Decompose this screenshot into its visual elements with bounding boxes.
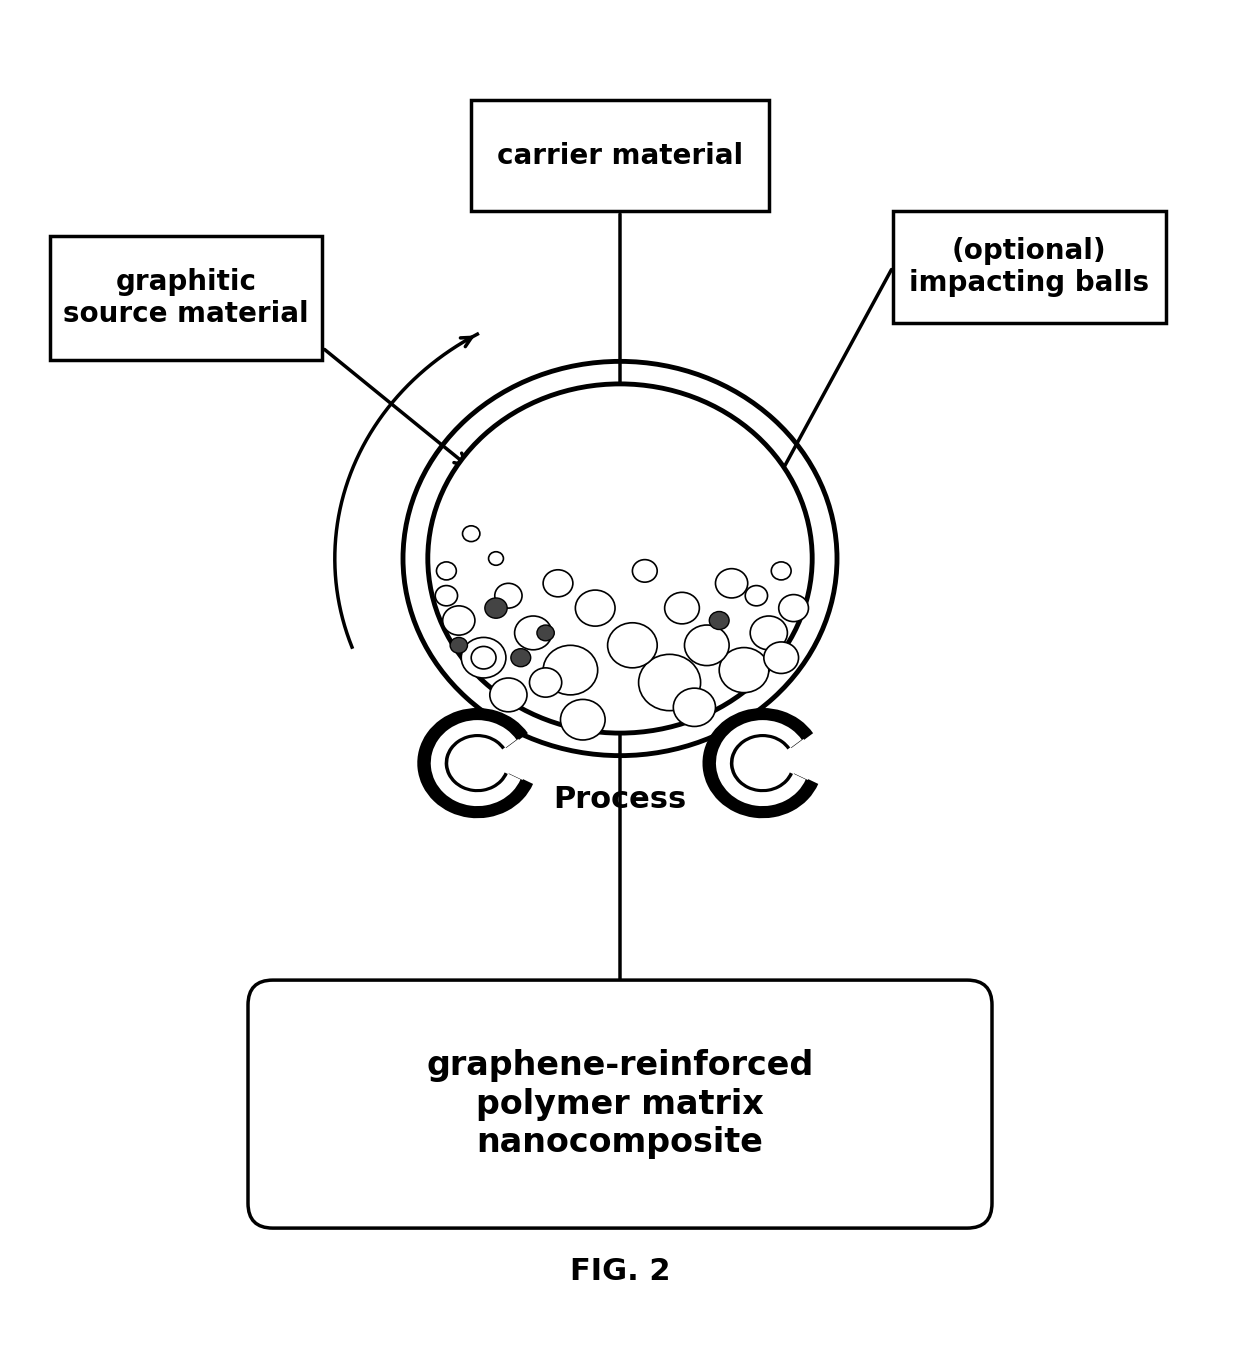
Ellipse shape bbox=[461, 637, 506, 678]
Ellipse shape bbox=[608, 622, 657, 667]
FancyBboxPatch shape bbox=[471, 100, 769, 212]
Ellipse shape bbox=[403, 362, 837, 756]
FancyBboxPatch shape bbox=[248, 980, 992, 1228]
FancyBboxPatch shape bbox=[893, 212, 1166, 324]
Ellipse shape bbox=[543, 569, 573, 597]
Text: Process: Process bbox=[553, 785, 687, 815]
Ellipse shape bbox=[632, 560, 657, 581]
Ellipse shape bbox=[428, 384, 812, 733]
Ellipse shape bbox=[443, 606, 475, 635]
Ellipse shape bbox=[435, 586, 458, 606]
Ellipse shape bbox=[715, 569, 748, 598]
Ellipse shape bbox=[750, 616, 787, 650]
Ellipse shape bbox=[537, 625, 554, 640]
Ellipse shape bbox=[779, 595, 808, 621]
Ellipse shape bbox=[745, 586, 768, 606]
Ellipse shape bbox=[463, 526, 480, 542]
Ellipse shape bbox=[719, 647, 769, 692]
Text: FIG. 2: FIG. 2 bbox=[569, 1257, 671, 1286]
Ellipse shape bbox=[529, 667, 562, 698]
Ellipse shape bbox=[543, 646, 598, 695]
Ellipse shape bbox=[471, 647, 496, 669]
Ellipse shape bbox=[673, 688, 715, 726]
Ellipse shape bbox=[764, 642, 799, 673]
Ellipse shape bbox=[575, 590, 615, 627]
Ellipse shape bbox=[771, 562, 791, 580]
Text: graphene-reinforced
polymer matrix
nanocomposite: graphene-reinforced polymer matrix nanoc… bbox=[427, 1050, 813, 1159]
Ellipse shape bbox=[511, 648, 531, 666]
Ellipse shape bbox=[665, 592, 699, 624]
Text: carrier material: carrier material bbox=[497, 142, 743, 169]
Ellipse shape bbox=[684, 625, 729, 666]
Ellipse shape bbox=[639, 654, 701, 711]
Ellipse shape bbox=[489, 551, 503, 565]
Ellipse shape bbox=[436, 562, 456, 580]
Ellipse shape bbox=[560, 699, 605, 740]
Ellipse shape bbox=[490, 678, 527, 711]
Text: (optional)
impacting balls: (optional) impacting balls bbox=[909, 238, 1149, 298]
Ellipse shape bbox=[450, 637, 467, 654]
FancyBboxPatch shape bbox=[50, 236, 322, 360]
Ellipse shape bbox=[709, 612, 729, 629]
Ellipse shape bbox=[515, 616, 552, 650]
Ellipse shape bbox=[485, 598, 507, 618]
Text: graphitic
source material: graphitic source material bbox=[63, 268, 309, 329]
Ellipse shape bbox=[495, 583, 522, 607]
